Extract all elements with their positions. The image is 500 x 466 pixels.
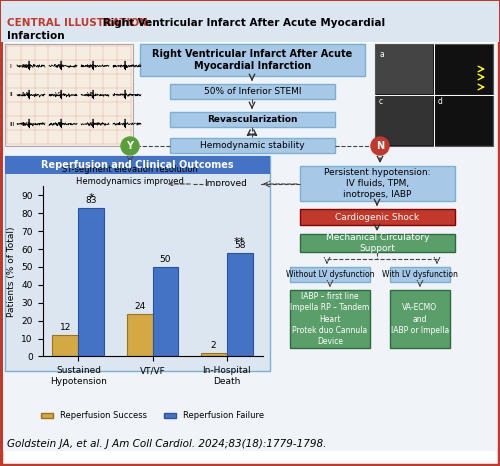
Text: Infarction: Infarction <box>7 31 64 41</box>
Text: N: N <box>376 141 384 151</box>
Text: Improved: Improved <box>204 179 247 189</box>
FancyBboxPatch shape <box>435 45 492 94</box>
Bar <box>226 253 252 356</box>
Bar <box>52 335 78 356</box>
Bar <box>78 208 104 356</box>
Text: V2: V2 <box>55 92 63 97</box>
Text: 12: 12 <box>60 323 71 332</box>
Text: a: a <box>379 50 384 59</box>
FancyBboxPatch shape <box>390 267 450 282</box>
Text: 50: 50 <box>160 255 171 264</box>
FancyBboxPatch shape <box>1 1 499 42</box>
Text: 58: 58 <box>234 241 245 250</box>
FancyBboxPatch shape <box>170 138 335 153</box>
FancyBboxPatch shape <box>435 96 492 145</box>
Text: II: II <box>9 92 13 97</box>
Text: 83: 83 <box>86 196 97 205</box>
FancyBboxPatch shape <box>300 209 455 225</box>
Text: CENTRAL ILLUSTRATION:: CENTRAL ILLUSTRATION: <box>7 18 152 28</box>
Text: ST-segment elevation resolution
Hemodynamics improved
Excellent outcomes: ST-segment elevation resolution Hemodyna… <box>62 165 198 197</box>
Circle shape <box>121 137 139 155</box>
Text: Revascularization: Revascularization <box>208 115 298 124</box>
Text: Right Ventricular Infarct After Acute Myocardial: Right Ventricular Infarct After Acute My… <box>99 18 385 28</box>
FancyBboxPatch shape <box>3 43 497 451</box>
Text: I: I <box>9 63 11 69</box>
Text: With LV dysfunction: With LV dysfunction <box>382 270 458 279</box>
Text: IVL: IVL <box>21 92 30 97</box>
Text: V1: V1 <box>55 63 63 69</box>
FancyBboxPatch shape <box>300 234 455 252</box>
Text: Hemodynamic stability: Hemodynamic stability <box>200 141 305 150</box>
Text: Mechanical Circulatory
Support: Mechanical Circulatory Support <box>326 233 429 253</box>
Text: Without LV dysfunction: Without LV dysfunction <box>286 270 374 279</box>
FancyBboxPatch shape <box>300 166 455 201</box>
FancyBboxPatch shape <box>376 45 433 94</box>
Text: V6: V6 <box>87 122 95 126</box>
Text: Cardiogenic Shock: Cardiogenic Shock <box>336 212 419 221</box>
Text: V4: V4 <box>87 63 95 69</box>
Text: VA-ECMO
and
IABP or Impella: VA-ECMO and IABP or Impella <box>391 303 449 335</box>
Text: V3: V3 <box>55 122 63 126</box>
FancyBboxPatch shape <box>5 44 133 146</box>
FancyBboxPatch shape <box>140 44 365 76</box>
Text: Reperfusion and Clinical Outcomes: Reperfusion and Clinical Outcomes <box>41 160 234 170</box>
Legend: Reperfusion Success, Reperfusion Failure: Reperfusion Success, Reperfusion Failure <box>38 408 268 424</box>
Text: III: III <box>9 122 15 126</box>
Y-axis label: Patients (% of Total): Patients (% of Total) <box>6 226 16 317</box>
Bar <box>152 267 178 356</box>
Text: 24: 24 <box>134 302 145 311</box>
Bar <box>126 314 152 356</box>
FancyBboxPatch shape <box>170 112 335 127</box>
Bar <box>200 353 226 356</box>
Text: IVR: IVR <box>21 63 32 69</box>
Text: Goldstein JA, et al. J Am Coll Cardiol. 2024;83(18):1779-1798.: Goldstein JA, et al. J Am Coll Cardiol. … <box>7 439 326 449</box>
Text: V5: V5 <box>87 92 95 97</box>
Text: 2: 2 <box>211 341 216 350</box>
Text: IVF: IVF <box>21 122 31 126</box>
FancyBboxPatch shape <box>5 156 270 371</box>
FancyBboxPatch shape <box>193 176 258 192</box>
FancyBboxPatch shape <box>376 96 433 145</box>
Text: Right Ventricular Infarct After Acute
Myocardial Infarction: Right Ventricular Infarct After Acute My… <box>152 49 352 71</box>
Text: Y: Y <box>126 141 134 151</box>
Text: **: ** <box>234 237 245 247</box>
FancyBboxPatch shape <box>290 267 370 282</box>
FancyBboxPatch shape <box>5 156 270 174</box>
FancyBboxPatch shape <box>290 290 370 348</box>
Text: d: d <box>438 97 443 106</box>
FancyBboxPatch shape <box>390 290 450 348</box>
Text: *: * <box>88 192 94 203</box>
Text: c: c <box>379 97 383 106</box>
Text: Persistent hypotension:
IV fluids, TPM,
inotropes, IABP: Persistent hypotension: IV fluids, TPM, … <box>324 168 431 199</box>
Circle shape <box>371 137 389 155</box>
Text: 50% of Inferior STEMI: 50% of Inferior STEMI <box>204 87 301 96</box>
FancyBboxPatch shape <box>375 44 493 146</box>
FancyBboxPatch shape <box>55 166 205 196</box>
FancyBboxPatch shape <box>170 84 335 99</box>
Text: IABP – first line
Impella RP – Tandem
Heart
Protek duo Cannula
Device: IABP – first line Impella RP – Tandem He… <box>290 292 370 346</box>
